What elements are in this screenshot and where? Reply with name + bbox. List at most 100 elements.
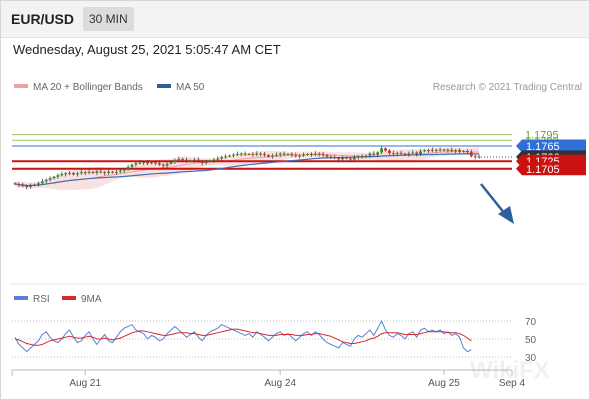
candle-body — [259, 153, 263, 155]
candle-body — [13, 183, 17, 185]
candle-body — [204, 161, 208, 164]
legend-ma50-label: MA 50 — [176, 82, 205, 93]
rsi-9ma-line — [14, 328, 472, 346]
candle-body — [48, 178, 52, 180]
candle-body — [243, 153, 247, 155]
candle-body — [411, 152, 415, 154]
candle-body — [103, 172, 107, 174]
candle-body — [126, 166, 130, 170]
candle-body — [181, 158, 185, 160]
candle-body — [290, 153, 294, 156]
candle-body — [165, 163, 169, 166]
candle-body — [118, 170, 122, 172]
candle-body — [477, 156, 481, 158]
candle-body — [83, 172, 87, 174]
candle-body — [395, 152, 399, 154]
candle-body — [403, 153, 407, 155]
rsi-level-label: 70 — [525, 317, 537, 328]
candle-body — [212, 159, 216, 161]
candle-body — [278, 153, 282, 155]
candle-body — [434, 149, 438, 151]
candle-body — [37, 183, 40, 185]
candle-body — [294, 155, 298, 157]
candle-body — [150, 162, 153, 164]
candle-body — [473, 156, 477, 158]
candle-body — [185, 159, 188, 162]
candle-body — [235, 153, 239, 155]
candle-body — [306, 153, 309, 155]
timeframe-badge[interactable]: 30 MIN — [83, 7, 134, 31]
bollinger-fill — [15, 147, 480, 191]
candle-body — [407, 153, 411, 155]
x-tick-label: Aug 24 — [264, 378, 296, 389]
candle-body — [466, 150, 469, 153]
candle-body — [169, 161, 173, 164]
candle-body — [376, 152, 380, 155]
candle-body — [317, 153, 321, 155]
candle-body — [423, 150, 426, 152]
candle-body — [232, 154, 235, 156]
candle-body — [380, 148, 383, 153]
candle-body — [454, 150, 458, 152]
candle-body — [345, 157, 348, 159]
candle-body — [438, 149, 442, 151]
candle-body — [263, 153, 266, 156]
candle-body — [298, 155, 302, 157]
candle-body — [134, 163, 138, 165]
candle-body — [99, 171, 103, 173]
legend-swatch-ma50 — [157, 84, 171, 88]
candle-body — [56, 175, 60, 177]
legend-rsi-label: RSI — [33, 294, 50, 305]
candle-body — [267, 155, 270, 157]
candle-body — [107, 171, 110, 173]
candle-body — [239, 153, 243, 155]
candle-body — [450, 149, 454, 151]
candle-body — [458, 150, 461, 152]
arrow-shaft — [480, 183, 506, 215]
candle-body — [368, 153, 372, 156]
x-tick-label: Sep 4 — [499, 378, 526, 389]
arrow-head — [498, 206, 514, 224]
legend-swatch-rsi — [14, 296, 28, 300]
candle-body — [271, 155, 274, 157]
candle-body — [333, 157, 337, 159]
candle-body — [274, 154, 278, 156]
candle-body — [60, 174, 64, 176]
candle-body — [79, 172, 83, 174]
candle-body — [111, 171, 114, 173]
candle-body — [208, 160, 212, 162]
candle-body — [349, 158, 352, 160]
candle-body — [200, 161, 204, 164]
legend-swatch-9ma — [62, 296, 76, 300]
candle-body — [64, 173, 68, 175]
candle-body — [313, 153, 317, 155]
candle-body — [384, 148, 387, 151]
candle-body — [325, 155, 329, 157]
candle-body — [352, 157, 356, 160]
candle-body — [17, 184, 21, 186]
symbol-label[interactable]: EUR/USD — [11, 11, 75, 27]
candle-body — [115, 171, 118, 173]
candle-body — [282, 153, 286, 155]
target-level-label: 1.1795 — [525, 130, 559, 142]
candle-body — [122, 169, 126, 171]
candle-body — [52, 176, 56, 179]
candle-body — [388, 150, 391, 154]
candle-body — [157, 163, 161, 165]
candle-body — [321, 153, 325, 156]
forecast-arrow — [480, 183, 514, 224]
legend-9ma-label: 9MA — [81, 294, 102, 305]
rsi-level-label: 50 — [525, 335, 537, 346]
candle-body — [130, 164, 134, 167]
candle-body — [177, 158, 181, 161]
rsi-level-label: 30 — [525, 353, 537, 364]
candle-body — [72, 172, 75, 175]
candle-body — [40, 181, 44, 184]
candle-body — [419, 151, 422, 154]
candle-body — [310, 153, 313, 155]
price-badge-label: 1.1705 — [526, 164, 560, 176]
candle-body — [220, 157, 224, 159]
